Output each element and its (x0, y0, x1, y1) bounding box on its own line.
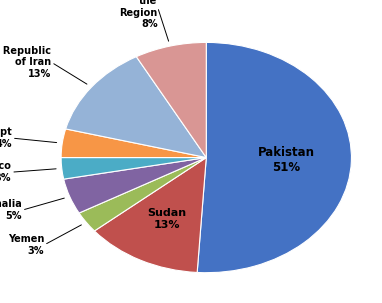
Text: Sudan
13%: Sudan 13% (147, 208, 186, 230)
Wedge shape (94, 158, 206, 272)
Text: Egypt
4%: Egypt 4% (0, 127, 12, 149)
Wedge shape (136, 42, 206, 158)
Text: Yemen
3%: Yemen 3% (8, 234, 44, 256)
Wedge shape (197, 42, 351, 273)
Text: Pakistan
51%: Pakistan 51% (257, 145, 315, 174)
Text: Morocco
3%: Morocco 3% (0, 161, 11, 183)
Wedge shape (66, 57, 206, 158)
Text: Islamic Republic
of Iran
13%: Islamic Republic of Iran 13% (0, 46, 52, 79)
Wedge shape (79, 158, 206, 231)
Wedge shape (61, 129, 206, 158)
Wedge shape (64, 158, 206, 213)
Text: Somalia
5%: Somalia 5% (0, 199, 22, 221)
Text: Rest of
the
Region
8%: Rest of the Region 8% (119, 0, 157, 29)
Wedge shape (61, 158, 206, 179)
